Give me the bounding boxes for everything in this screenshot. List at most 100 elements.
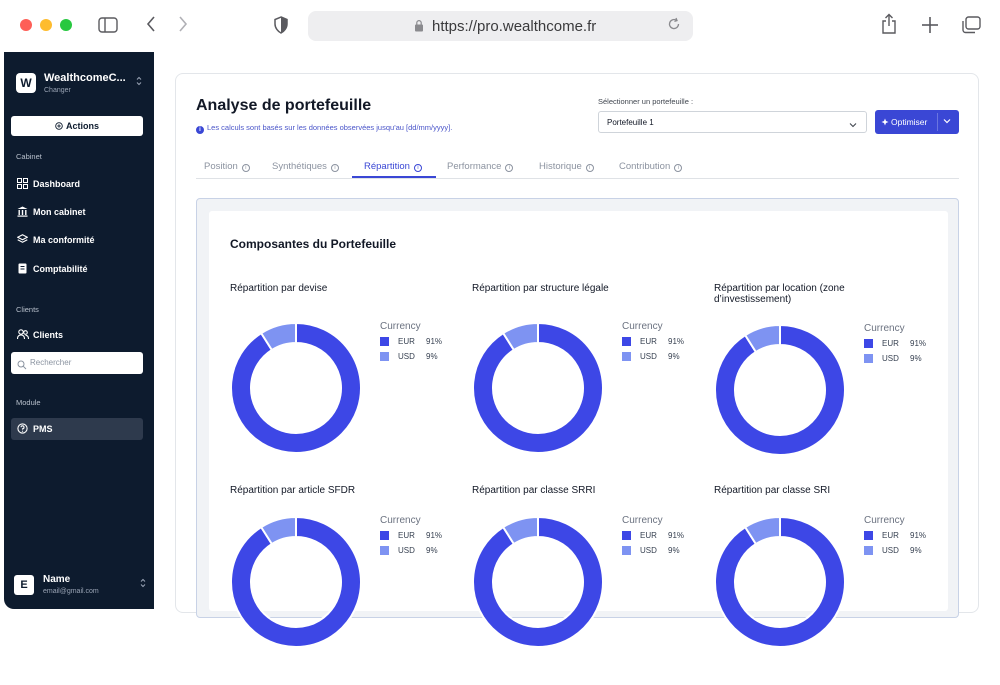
main-card: Analyse de portefeuille i Les calculs son… <box>175 73 979 648</box>
page-title: Analyse de portefeuille <box>196 97 372 114</box>
document-icon <box>18 263 27 274</box>
legend-title: Currency <box>622 515 663 526</box>
sidebar-item-pms[interactable]: PMS <box>11 418 143 440</box>
analysis-tabs: Position i Synthétiques i Répartition i Per… <box>196 159 959 179</box>
user-email: email@gmail.com <box>43 588 99 595</box>
workspace-switcher[interactable]: W WealthcomeC... Changer <box>16 70 146 100</box>
donut-slice-usd[interactable] <box>501 322 539 352</box>
legend-item-eur[interactable]: EUR 91% <box>380 336 455 350</box>
donut-slice-eur[interactable] <box>472 322 604 454</box>
tab-position[interactable]: Position i <box>204 161 250 172</box>
tab-historique[interactable]: Historique i <box>539 161 594 172</box>
legend-item-usd[interactable]: USD 9% <box>380 545 455 559</box>
tab-overview-icon[interactable] <box>961 16 981 37</box>
chart-legend: Currency EUR 91% USD 9% <box>380 515 455 559</box>
sidebar-item-conformite[interactable]: Ma conformité <box>11 229 143 251</box>
legend-label: EUR <box>882 531 899 540</box>
legend-label: EUR <box>882 339 899 348</box>
chart-title: Répartition par devise <box>230 283 328 294</box>
legend-label: USD <box>640 546 657 555</box>
donut-slice-usd[interactable] <box>259 322 297 352</box>
legend-label: EUR <box>398 531 415 540</box>
legend-swatch <box>864 354 873 363</box>
donut-chart <box>714 516 846 648</box>
shield-icon[interactable] <box>274 16 288 37</box>
share-icon[interactable] <box>881 13 897 38</box>
url-text: https://pro.wealthcome.fr <box>432 18 597 35</box>
tab-contribution[interactable]: Contribution i <box>619 161 683 172</box>
legend-item-eur[interactable]: EUR 91% <box>622 530 697 544</box>
search-icon <box>17 357 27 375</box>
donut-chart <box>230 322 362 454</box>
sidebar-item-label: Comptabilité <box>33 264 88 274</box>
chart-legend: Currency EUR 91% USD 9% <box>622 321 697 365</box>
portfolio-select-label: Sélectionner un portefeuille : <box>598 97 694 106</box>
minimize-window-button[interactable] <box>40 19 52 31</box>
optimize-button[interactable]: Optimiser <box>875 110 959 134</box>
legend-swatch <box>622 531 631 540</box>
composantes-section: Composantes du Portefeuille Répartition … <box>209 211 948 648</box>
legend-value: 9% <box>668 352 680 361</box>
legend-value: 9% <box>910 354 922 363</box>
forward-icon[interactable] <box>178 15 188 36</box>
chart-legend: Currency EUR 91% USD 9% <box>622 515 697 559</box>
legend-label: USD <box>882 354 899 363</box>
donut-slice-usd[interactable] <box>501 516 539 546</box>
donut-chart <box>714 324 846 456</box>
legend-swatch <box>864 531 873 540</box>
legend-item-usd[interactable]: USD 9% <box>622 351 697 365</box>
sidebar-item-dashboard[interactable]: Dashboard <box>11 173 143 195</box>
close-window-button[interactable] <box>20 19 32 31</box>
chart-title: Répartition par classe SRRI <box>472 485 596 496</box>
sidebar-item-label: PMS <box>33 424 53 434</box>
legend-item-eur[interactable]: EUR 91% <box>380 530 455 544</box>
legend-label: EUR <box>640 531 657 540</box>
legend-item-eur[interactable]: EUR 91% <box>864 338 939 352</box>
portfolio-select[interactable]: Portefeuille 1 <box>598 111 867 133</box>
tab-label: Performance <box>447 161 502 172</box>
search-input[interactable]: Rechercher <box>11 352 143 374</box>
donut-chart <box>472 322 604 454</box>
chart-title: Répartition par structure légale <box>472 283 609 294</box>
donut-slice-usd[interactable] <box>259 516 297 546</box>
tab-synthetiques[interactable]: Synthétiques i <box>272 161 339 172</box>
section-title: Composantes du Portefeuille <box>230 237 397 251</box>
legend-item-eur[interactable]: EUR 91% <box>864 530 939 544</box>
chevron-down-icon[interactable] <box>942 116 952 128</box>
sidebar-toggle-icon[interactable] <box>98 17 118 36</box>
user-menu[interactable]: E Name email@gmail.com <box>14 572 146 602</box>
legend-swatch <box>622 546 631 555</box>
legend-swatch <box>864 339 873 348</box>
donut-chart <box>230 516 362 648</box>
maximize-window-button[interactable] <box>60 19 72 31</box>
back-icon[interactable] <box>146 15 156 36</box>
chart-legend: Currency EUR 91% USD 9% <box>864 515 939 559</box>
legend-item-usd[interactable]: USD 9% <box>622 545 697 559</box>
address-bar[interactable]: https://pro.wealthcome.fr <box>308 11 693 41</box>
legend-value: 91% <box>426 337 443 346</box>
donut-slice-eur[interactable] <box>230 322 362 454</box>
legend-label: USD <box>398 546 415 555</box>
tab-performance[interactable]: Performance i <box>447 161 514 172</box>
sidebar-item-label: Clients <box>33 330 64 340</box>
new-tab-icon[interactable] <box>921 16 939 37</box>
tab-repartition[interactable]: Répartition i <box>364 161 422 172</box>
legend-item-usd[interactable]: USD 9% <box>864 545 939 559</box>
actions-button[interactable]: Actions <box>11 116 143 136</box>
workspace-change-link[interactable]: Changer <box>44 87 71 94</box>
repartition-panel: Composantes du Portefeuille Répartition … <box>196 198 959 648</box>
legend-item-usd[interactable]: USD 9% <box>864 353 939 367</box>
donut-slice-usd[interactable] <box>743 324 781 354</box>
legend-label: EUR <box>640 337 657 346</box>
legend-item-usd[interactable]: USD 9% <box>380 351 455 365</box>
sidebar-item-comptabilite[interactable]: Comptabilité <box>11 258 143 280</box>
users-icon <box>17 329 29 340</box>
legend-item-eur[interactable]: EUR 91% <box>622 336 697 350</box>
donut-slice-eur[interactable] <box>714 324 846 456</box>
reload-icon[interactable] <box>667 17 681 35</box>
sidebar-item-clients[interactable]: Clients <box>11 324 143 346</box>
sidebar-item-mon-cabinet[interactable]: Mon cabinet <box>11 201 143 223</box>
donut-slice-usd[interactable] <box>743 516 781 546</box>
legend-value: 9% <box>426 352 438 361</box>
sidebar-item-label: Dashboard <box>33 179 81 189</box>
